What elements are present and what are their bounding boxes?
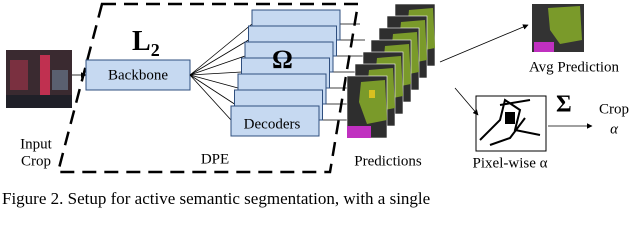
output-label: α <box>610 121 619 137</box>
caption: Figure 2. Setup for active semantic segm… <box>2 189 430 208</box>
pred-yellow <box>369 90 375 98</box>
output-label: Crop <box>599 101 629 117</box>
arrow <box>439 24 529 63</box>
pixel-image <box>475 95 547 152</box>
pixel-label: Pixel-wise α <box>473 155 548 171</box>
dpe-region <box>56 2 360 174</box>
omega: Ω <box>272 45 293 74</box>
fan-line <box>189 71 242 76</box>
loss-symbol: L2 <box>132 26 160 60</box>
figure: Input Crop L2 Backbone Ω Decoders Predic… <box>2 2 629 208</box>
fan-line <box>189 74 235 105</box>
decoder-box <box>230 105 320 137</box>
backbone-label: Backbone <box>108 67 168 83</box>
pred-magenta <box>347 126 371 138</box>
input-label: Input <box>20 136 52 152</box>
input-label: Crop <box>21 153 51 169</box>
predictions-label: Predictions <box>354 153 422 169</box>
pred-green <box>359 80 387 124</box>
fan-line <box>189 39 249 76</box>
arrow <box>454 87 479 116</box>
avg-image <box>532 4 584 52</box>
fan-line <box>189 74 239 89</box>
input-image <box>6 50 72 108</box>
dpe-label: DPE <box>201 151 229 167</box>
fan-line <box>189 23 253 76</box>
sigma: Σ <box>556 92 572 118</box>
backbone-box <box>85 59 191 91</box>
fan-line <box>189 55 246 76</box>
avg-label: Avg Prediction <box>529 59 620 75</box>
prediction-stack <box>346 3 436 139</box>
decoders-label: Decoders <box>244 116 301 132</box>
fan-line <box>189 74 232 121</box>
prediction-image <box>346 75 388 139</box>
